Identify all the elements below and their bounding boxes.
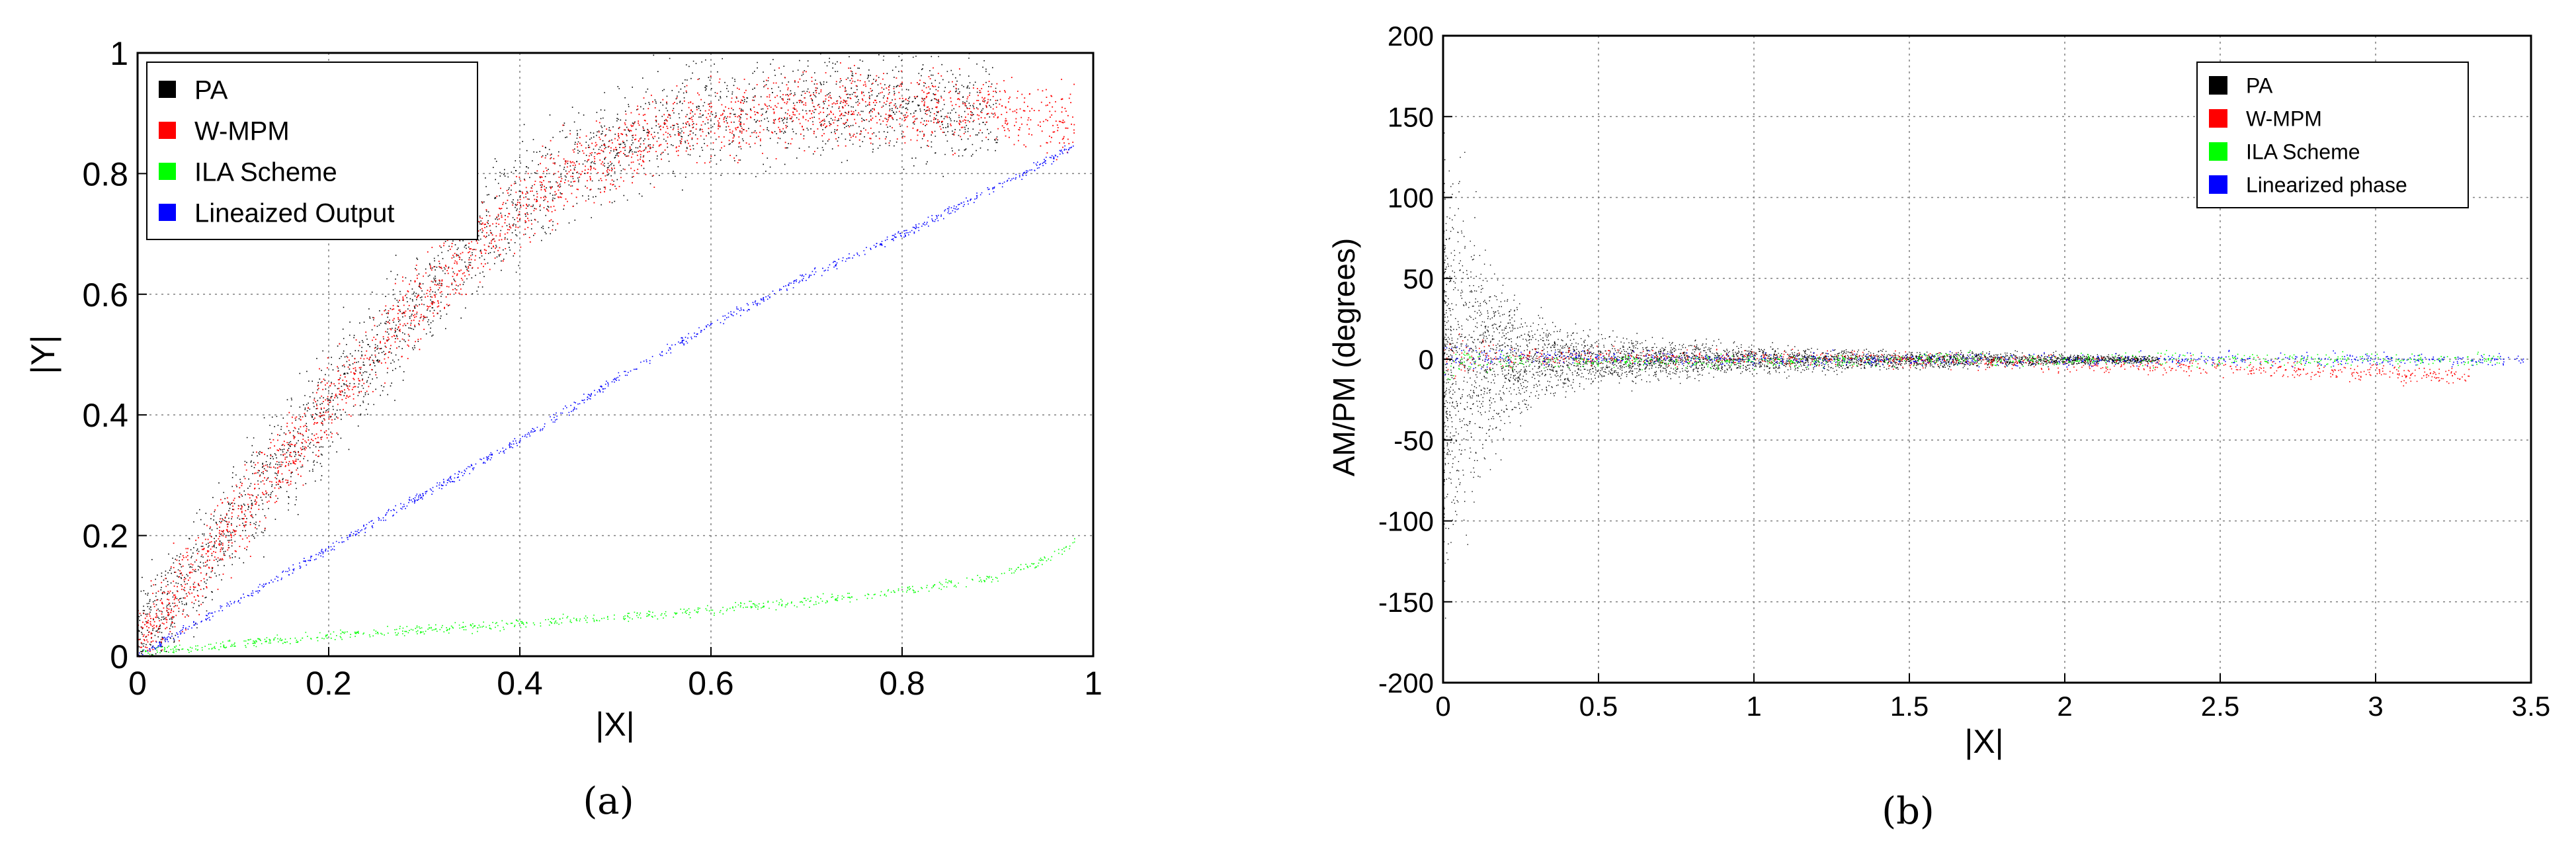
plot-b-xticks: 0 0.5 1 1.5 2 2.5 3 3.5 (1435, 673, 2550, 722)
plot-a-xtick-label: 0.8 (879, 665, 925, 702)
plot-a-xtick-label: 0.4 (497, 665, 543, 702)
plot-b-ytick-label: 200 (1388, 21, 1434, 52)
legend-swatch (2209, 142, 2227, 161)
plot-a-ytick-label: 0 (110, 638, 128, 675)
legend-label: Linearized phase (2246, 173, 2407, 197)
plot-b-legend: PA W-MPM ILA Scheme Linearized phase (2196, 62, 2469, 208)
panel-a: 0 0.2 0.4 0.6 0.8 1 0 0.2 0.4 0.6 0.8 1 |X| |Y| PA… (24, 35, 1102, 823)
plot-a-grid (138, 53, 1093, 656)
plot-b-ytick-label: 100 (1388, 183, 1434, 214)
plot-b-xtick-label: 3 (2368, 691, 2383, 722)
legend-swatch (2209, 109, 2227, 128)
plot-a-legend-box (146, 62, 478, 240)
plot-a-ytick-label: 0.2 (82, 518, 128, 555)
plot-a-xticks: 0 0.2 0.4 0.6 0.8 1 (128, 647, 1102, 702)
legend-label: PA (194, 75, 228, 105)
plot-b-points (1443, 345, 2524, 376)
plot-a-frame (136, 52, 1095, 658)
plot-b-ytick-label: -150 (1378, 587, 1434, 618)
panel-b: 0 0.5 1 1.5 2 2.5 3 3.5 -200 -150 -100 -50 0 50 100 15… (1327, 21, 2550, 833)
plot-b-ytick-label: -100 (1378, 506, 1434, 537)
plot-b-series-linearized-phase (1443, 345, 2524, 376)
plot-b-caption: (b) (1882, 790, 1934, 833)
plot-b-xlabel: |X| (1964, 723, 2003, 760)
legend-label: Lineaized Output (194, 198, 394, 228)
plot-a-caption: (a) (583, 780, 634, 823)
plot-a-ytick-label: 0.6 (82, 277, 128, 314)
plot-b-xtick-label: 0.5 (1579, 691, 1618, 722)
legend-label: W-MPM (2246, 107, 2322, 131)
plot-b-ytick-label: -200 (1378, 667, 1434, 699)
legend-swatch (159, 204, 176, 221)
legend-label: W-MPM (194, 116, 290, 146)
plot-a-xtick-label: 0 (128, 665, 147, 702)
plot-a-yticks: 0 0.2 0.4 0.6 0.8 1 (82, 35, 147, 675)
plot-a-xtick-label: 0.2 (306, 665, 352, 702)
legend-swatch (2209, 76, 2227, 95)
plot-b-ytick-label: -50 (1393, 425, 1434, 456)
plot-a-ytick-label: 1 (110, 35, 128, 72)
plot-b-xtick-label: 0 (1435, 691, 1450, 722)
plot-b-yticks: -200 -150 -100 -50 0 50 100 150 200 (1378, 21, 1452, 699)
plot-a-ytick-label: 0.8 (82, 155, 128, 192)
legend-swatch (159, 122, 176, 139)
legend-label: PA (2246, 74, 2273, 98)
plot-b-series (1443, 132, 2524, 619)
legend-label: ILA Scheme (2246, 140, 2360, 164)
plot-b-xtick-label: 2.5 (2201, 691, 2239, 722)
legend-swatch (159, 81, 176, 98)
plot-b-xtick-label: 3.5 (2512, 691, 2550, 722)
plot-a-legend: PA W-MPM ILA Scheme Lineaized Output (146, 62, 478, 240)
plot-a-xtick-label: 1 (1084, 665, 1102, 702)
plot-a-ytick-label: 0.4 (82, 397, 128, 434)
legend-swatch (2209, 175, 2227, 194)
plot-b-xtick-label: 1 (1746, 691, 1761, 722)
plot-b-xtick-label: 2 (2057, 691, 2072, 722)
plot-b-legend-box (2196, 62, 2469, 208)
plot-a-xtick-label: 0.6 (688, 665, 734, 702)
legend-label: ILA Scheme (194, 157, 337, 187)
plot-b-ytick-label: 150 (1388, 101, 1434, 132)
legend-swatch (159, 163, 176, 180)
plot-b-ylabel: AM/PM (degrees) (1327, 238, 1361, 476)
plot-b-ytick-label: 50 (1403, 263, 1434, 294)
plot-a-xlabel: |X| (595, 706, 634, 743)
plot-a-ylabel: |Y| (24, 335, 62, 374)
plot-b-xtick-label: 1.5 (1890, 691, 1929, 722)
plot-b-ytick-label: 0 (1419, 344, 1434, 375)
